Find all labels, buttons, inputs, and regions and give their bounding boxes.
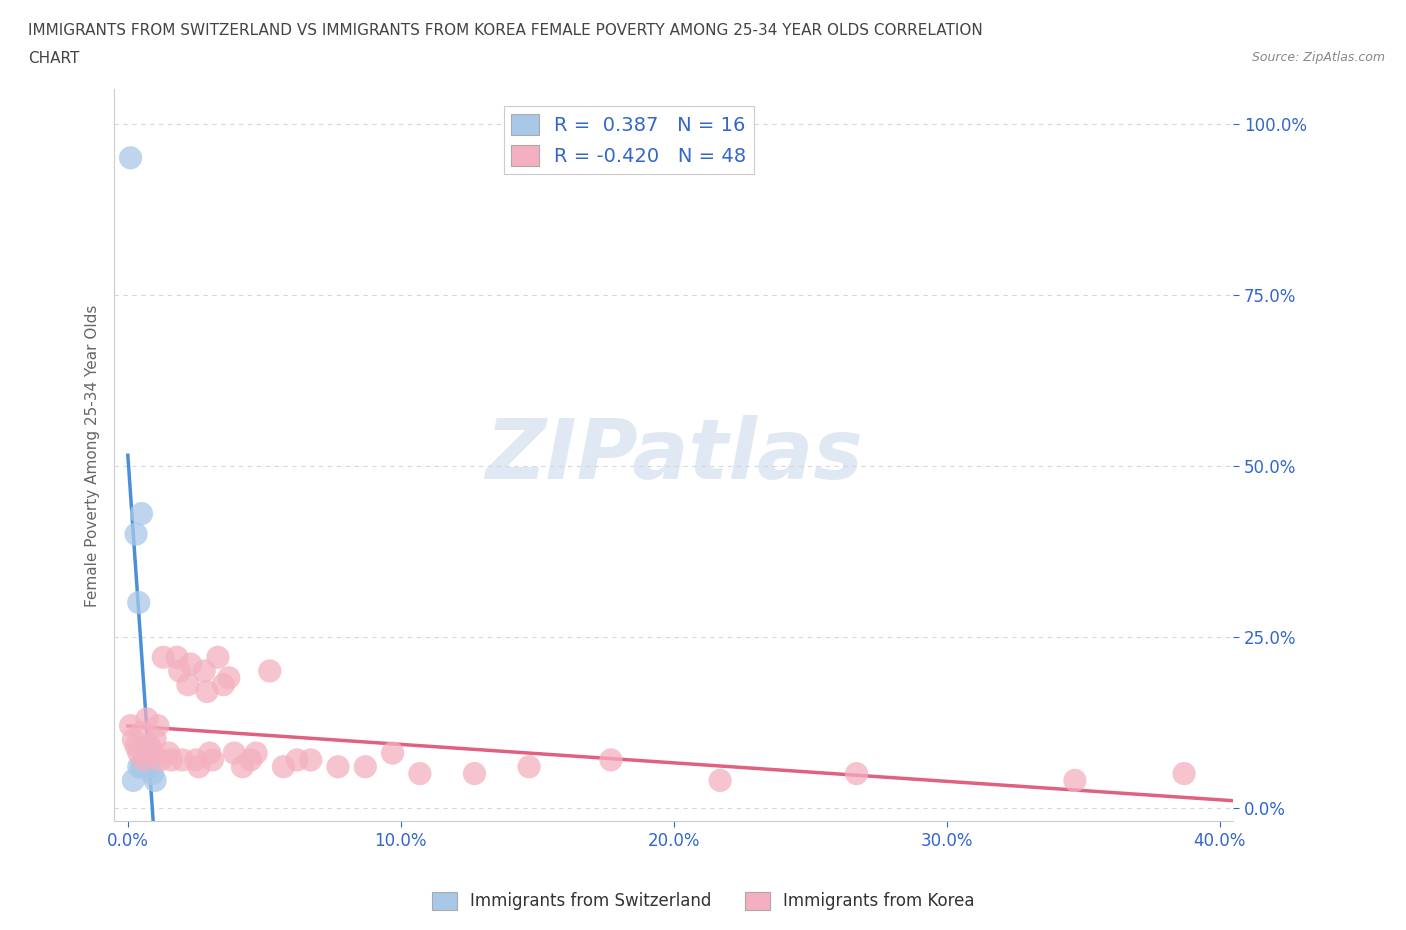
Point	[136, 759, 159, 774]
Point	[131, 759, 153, 774]
Point	[354, 759, 377, 774]
Point	[149, 752, 172, 767]
Point	[285, 752, 308, 767]
Point	[517, 759, 540, 774]
Point	[122, 732, 145, 747]
Point	[187, 759, 209, 774]
Point	[143, 732, 166, 747]
Point	[845, 766, 868, 781]
Point	[134, 752, 156, 767]
Point	[122, 773, 145, 788]
Point	[138, 738, 160, 753]
Point	[326, 759, 349, 774]
Point	[136, 746, 159, 761]
Point	[207, 650, 229, 665]
Point	[146, 718, 169, 733]
Legend: Immigrants from Switzerland, Immigrants from Korea: Immigrants from Switzerland, Immigrants …	[425, 885, 981, 917]
Point	[128, 759, 150, 774]
Point	[1064, 773, 1087, 788]
Point	[709, 773, 731, 788]
Point	[224, 746, 246, 761]
Point	[141, 746, 163, 761]
Point	[134, 752, 156, 767]
Point	[600, 752, 623, 767]
Point	[180, 657, 202, 671]
Point	[299, 752, 322, 767]
Point	[184, 752, 207, 767]
Point	[157, 746, 180, 761]
Point	[409, 766, 432, 781]
Point	[138, 759, 160, 774]
Point	[1173, 766, 1195, 781]
Point	[143, 773, 166, 788]
Point	[212, 677, 235, 692]
Point	[138, 738, 160, 753]
Point	[198, 746, 221, 761]
Y-axis label: Female Poverty Among 25-34 Year Olds: Female Poverty Among 25-34 Year Olds	[86, 304, 100, 606]
Point	[160, 752, 183, 767]
Point	[120, 718, 142, 733]
Point	[239, 752, 262, 767]
Point	[231, 759, 253, 774]
Text: CHART: CHART	[28, 51, 80, 66]
Point	[172, 752, 194, 767]
Point	[259, 663, 281, 678]
Point	[125, 526, 148, 541]
Point	[128, 595, 150, 610]
Point	[141, 766, 163, 781]
Point	[166, 650, 188, 665]
Point	[218, 671, 240, 685]
Point	[131, 725, 153, 740]
Text: ZIPatlas: ZIPatlas	[485, 415, 863, 496]
Point	[463, 766, 485, 781]
Text: Source: ZipAtlas.com: Source: ZipAtlas.com	[1251, 51, 1385, 64]
Point	[125, 738, 148, 753]
Point	[120, 151, 142, 166]
Point	[141, 746, 163, 761]
Point	[169, 663, 191, 678]
Point	[136, 711, 159, 726]
Point	[128, 746, 150, 761]
Point	[381, 746, 404, 761]
Point	[273, 759, 295, 774]
Point	[195, 684, 218, 699]
Point	[131, 506, 153, 521]
Point	[193, 663, 215, 678]
Point	[134, 759, 156, 774]
Point	[245, 746, 267, 761]
Point	[177, 677, 200, 692]
Text: IMMIGRANTS FROM SWITZERLAND VS IMMIGRANTS FROM KOREA FEMALE POVERTY AMONG 25-34 : IMMIGRANTS FROM SWITZERLAND VS IMMIGRANT…	[28, 23, 983, 38]
Legend: R =  0.387   N = 16, R = -0.420   N = 48: R = 0.387 N = 16, R = -0.420 N = 48	[503, 106, 754, 174]
Point	[201, 752, 224, 767]
Point	[152, 650, 174, 665]
